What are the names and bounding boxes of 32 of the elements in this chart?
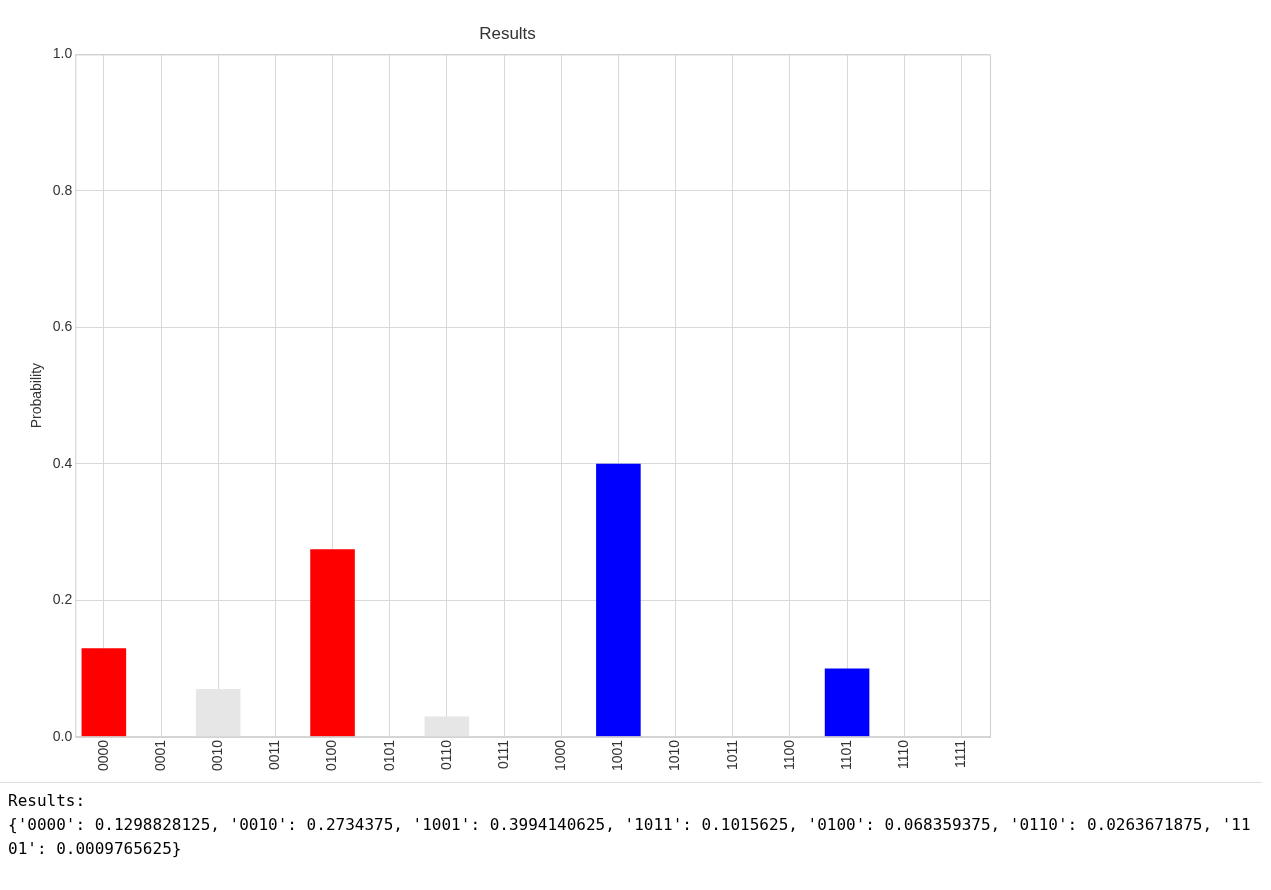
x-tick-label: 0100	[323, 739, 340, 772]
x-tick-label: 0011	[266, 739, 283, 770]
x-tick-label: 0000	[94, 739, 111, 772]
x-tick-label: 1010	[666, 739, 683, 772]
x-tick-label: 0010	[209, 739, 226, 772]
x-tick-label: 1000	[552, 739, 569, 772]
x-tick-label: 0111	[494, 739, 511, 769]
x-tick-label: 1110	[895, 739, 912, 769]
x-tick-label: 1100	[780, 739, 797, 770]
x-tick-label: 0110	[437, 739, 454, 770]
y-tick-label: 0.8	[52, 181, 73, 198]
text: Results:	[8, 790, 87, 812]
chart-title: Results	[479, 23, 536, 43]
y-axis-title: Probability	[28, 362, 45, 429]
y-tick-label: 0.6	[52, 318, 73, 335]
x-tick-label: 1011	[723, 739, 740, 770]
bar	[195, 689, 241, 737]
y-tick-label: 0.4	[52, 454, 73, 471]
y-tick-label: 1.0	[52, 45, 73, 62]
x-tick-label: 1111	[952, 739, 969, 768]
x-tick-label: 1001	[609, 739, 626, 772]
x-tick-label: 0101	[380, 739, 397, 772]
y-tick-label: 0.0	[52, 727, 73, 744]
bar	[424, 716, 470, 737]
x-tick-label: 0001	[151, 739, 168, 772]
bar	[824, 668, 870, 737]
y-tick-label: 0.2	[52, 591, 73, 608]
bar	[81, 648, 127, 737]
bar	[596, 463, 641, 737]
bar	[310, 549, 355, 737]
x-tick-label: 1101	[837, 739, 854, 770]
text: {'0000': 0.1298828125, '0010': 0.2734375, '1001': 0.3994140625, '1011': 0.1015625, '0100': 0.068359375, '0110': 0.0263671875, '1101': 0.0009765625}	[8, 814, 1252, 860]
